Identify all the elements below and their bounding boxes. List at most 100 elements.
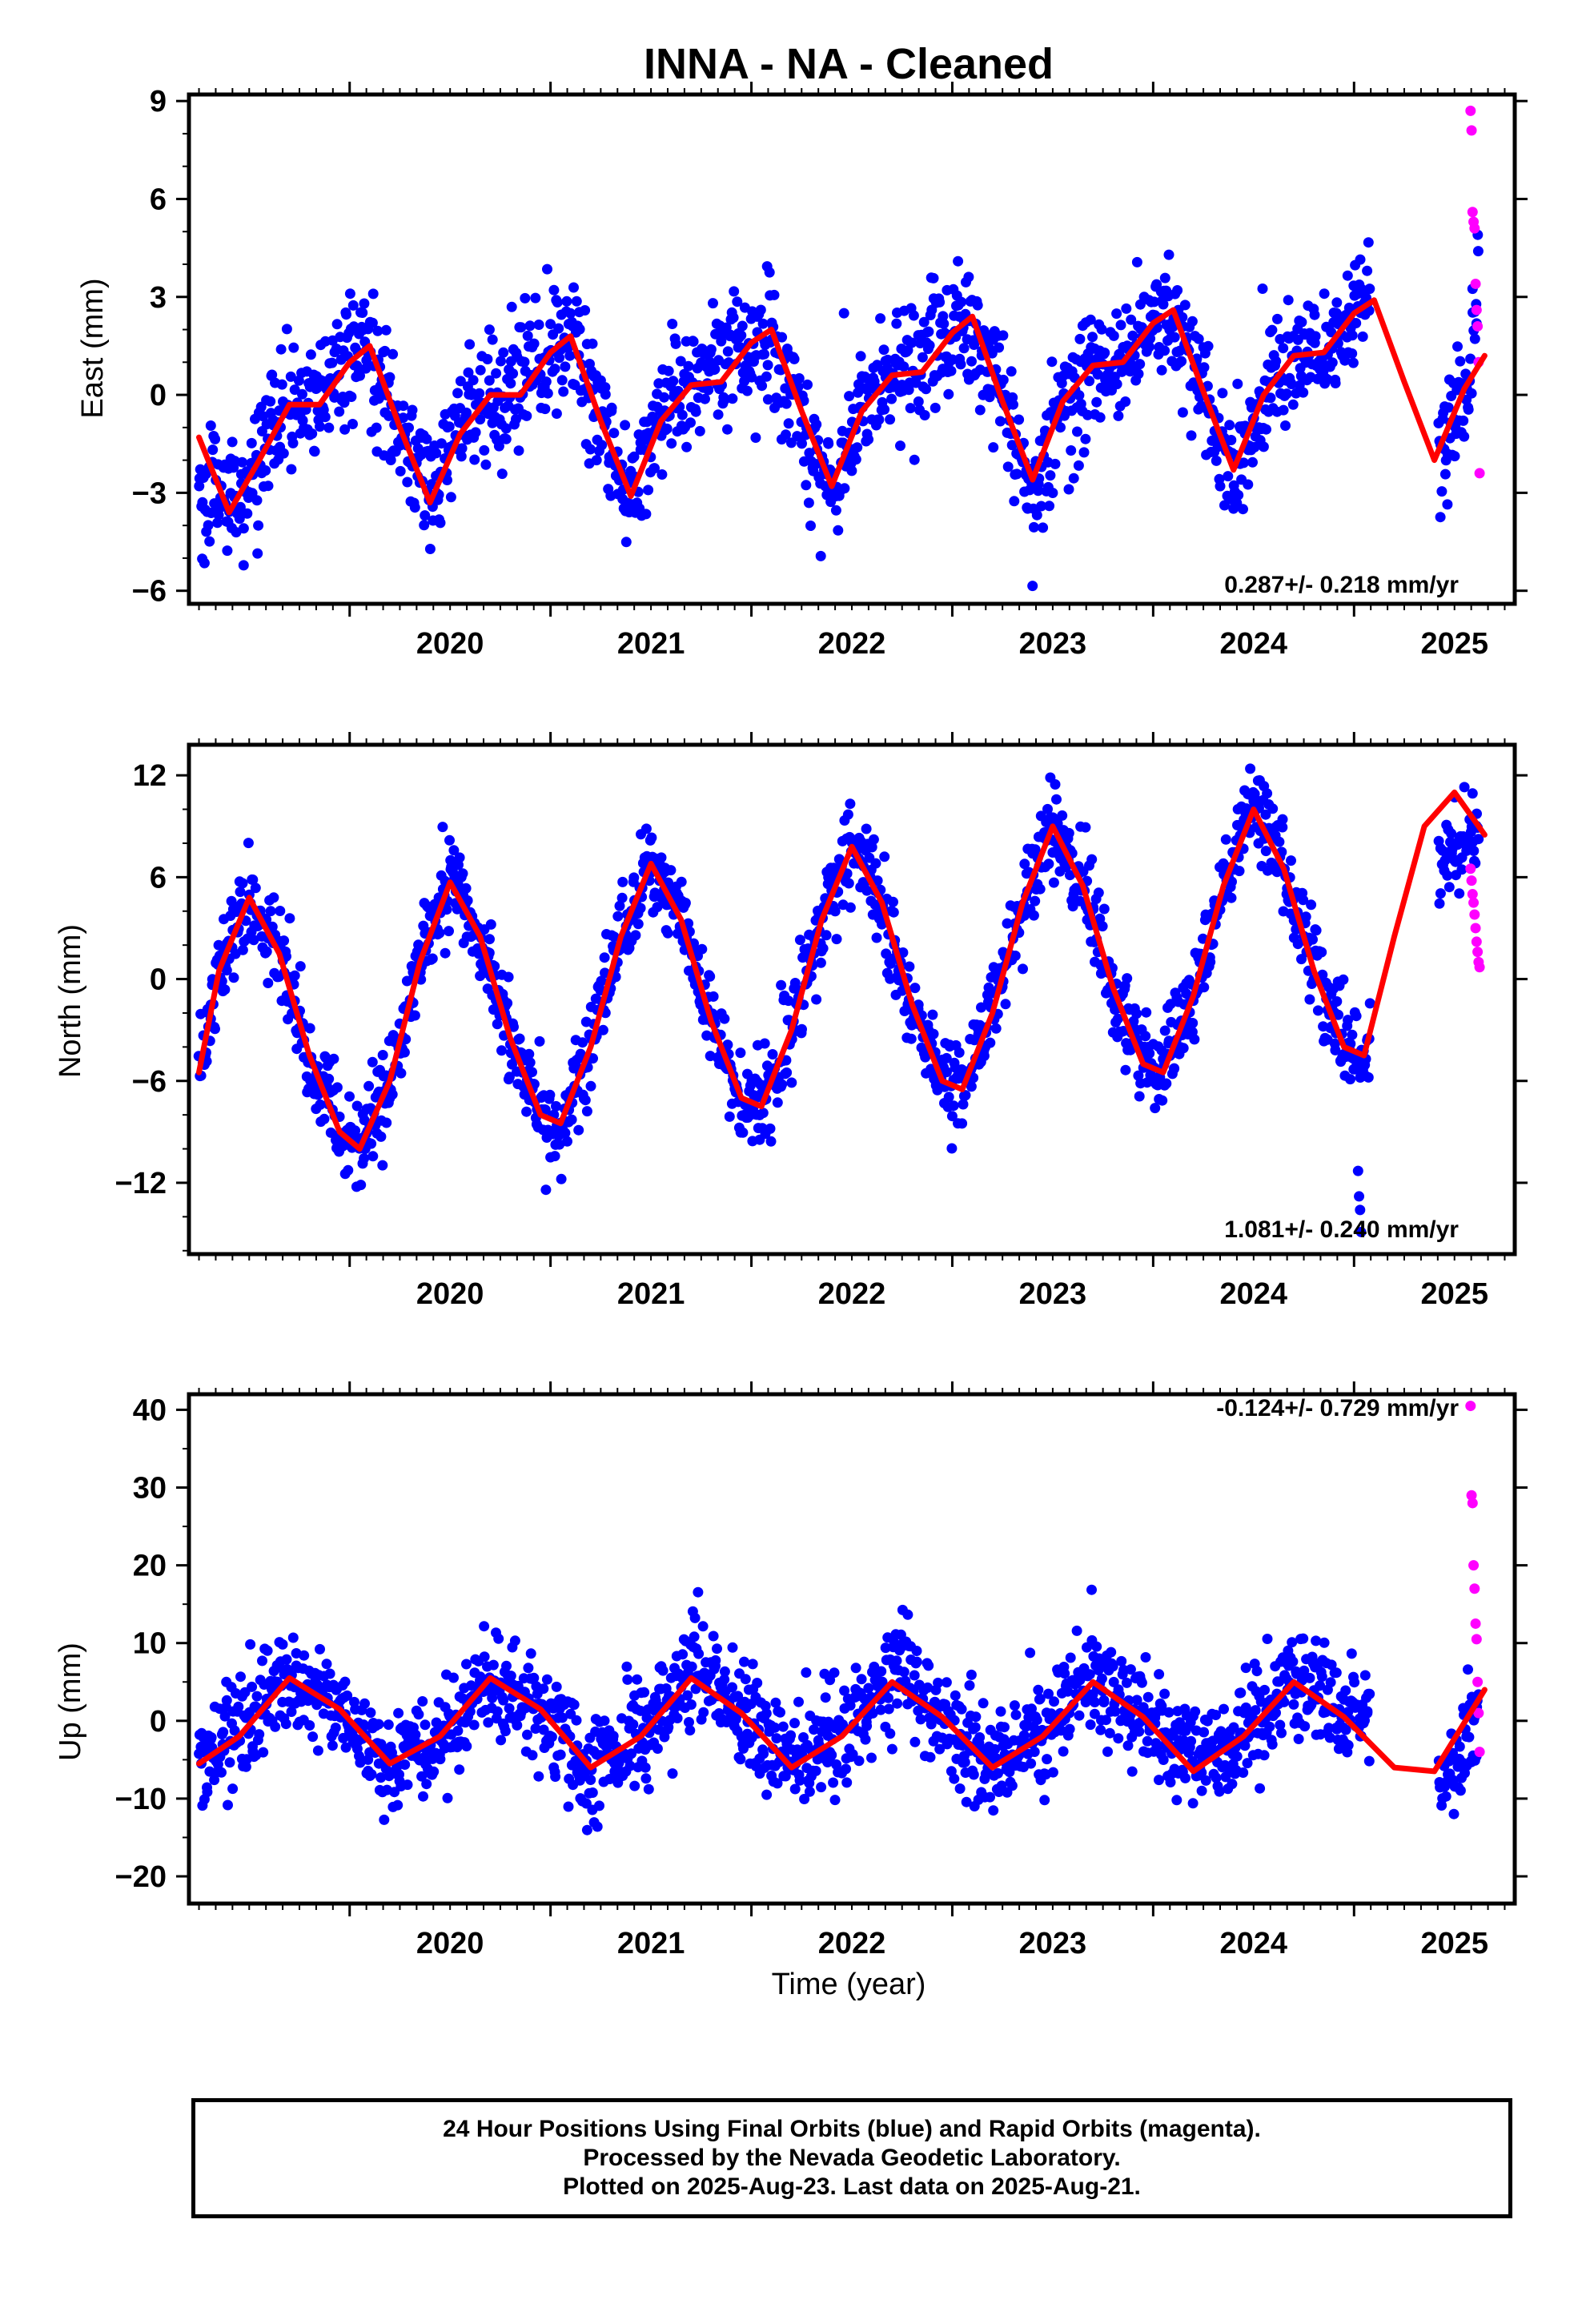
east-final-point xyxy=(762,394,773,405)
east-final-point xyxy=(839,483,850,494)
up-final-point xyxy=(898,1667,909,1678)
north-final-point xyxy=(797,1023,807,1035)
east-final-point xyxy=(263,480,274,492)
up-final-point xyxy=(697,1621,709,1632)
east-final-point xyxy=(1046,356,1058,368)
north-final-point xyxy=(960,1090,971,1101)
up-final-point xyxy=(1047,1767,1058,1778)
up-final-point xyxy=(1227,1779,1238,1790)
up-final-point xyxy=(624,1760,636,1771)
north-final-point xyxy=(1220,834,1231,845)
east-final-point xyxy=(769,289,780,300)
east-final-point xyxy=(404,422,414,433)
east-final-point xyxy=(545,319,556,330)
north-final-point xyxy=(1307,934,1318,945)
north-final-point xyxy=(323,1073,335,1084)
east-final-point xyxy=(385,455,396,465)
east-final-point xyxy=(1243,479,1254,490)
up-final-point xyxy=(999,1722,1010,1733)
east-final-point xyxy=(1278,343,1289,354)
north-final-point xyxy=(444,926,454,937)
north-final-point xyxy=(759,1038,770,1049)
east-final-point xyxy=(1283,295,1294,306)
east-final-point xyxy=(1085,314,1096,325)
north-final-point xyxy=(359,1153,370,1164)
east-final-point xyxy=(1177,407,1188,418)
east-final-point xyxy=(456,451,467,462)
north-final-point xyxy=(888,907,899,918)
east-final-point xyxy=(234,513,245,525)
east-final-point xyxy=(994,416,1006,427)
north-final-point xyxy=(794,935,805,946)
north-rapid-point xyxy=(1474,962,1485,973)
east-final-point xyxy=(395,465,406,476)
east-final-point xyxy=(953,255,964,267)
up-final-point xyxy=(769,1722,781,1733)
north-final-point xyxy=(1456,864,1468,875)
north-final-point xyxy=(665,865,677,876)
east-final-point xyxy=(519,356,530,368)
east-final-point xyxy=(653,378,665,389)
north-xtick-label: 2023 xyxy=(1019,1277,1087,1311)
up-final-point xyxy=(853,1755,865,1767)
north-final-point xyxy=(1312,1005,1323,1016)
north-rapid-point xyxy=(1467,889,1478,900)
north-final-point xyxy=(387,1089,398,1100)
east-ylabel: East (mm) xyxy=(76,278,110,418)
east-final-point xyxy=(334,406,345,417)
east-final-point xyxy=(1326,327,1337,338)
east-final-point xyxy=(380,324,391,336)
up-final-point xyxy=(902,1609,913,1620)
north-xtick-label: 2021 xyxy=(617,1277,685,1311)
north-final-point xyxy=(1112,1013,1123,1024)
east-final-point xyxy=(452,388,464,399)
east-final-point xyxy=(875,313,886,324)
north-final-point xyxy=(319,1113,330,1124)
up-final-point xyxy=(686,1661,697,1672)
east-final-point xyxy=(1310,331,1321,342)
east-final-point xyxy=(1094,412,1106,423)
up-final-point xyxy=(1102,1746,1113,1757)
east-final-point xyxy=(943,388,954,400)
east-final-point xyxy=(830,505,841,516)
east-final-point xyxy=(1050,458,1061,469)
up-final-point xyxy=(342,1690,353,1701)
up-final-point xyxy=(685,1725,696,1736)
north-final-point xyxy=(331,1082,343,1093)
east-final-point xyxy=(516,322,527,333)
east-final-point xyxy=(683,360,694,372)
north-final-point xyxy=(454,852,465,863)
up-final-point xyxy=(708,1630,719,1642)
east-final-point xyxy=(1203,340,1214,352)
north-final-point xyxy=(786,1077,797,1088)
up-final-point xyxy=(500,1726,511,1737)
up-final-point xyxy=(956,1703,967,1715)
up-final-point xyxy=(1106,1647,1117,1658)
east-final-point xyxy=(468,375,479,386)
up-final-point xyxy=(909,1736,921,1747)
north-final-point xyxy=(928,1028,939,1039)
north-final-outlier xyxy=(1355,1226,1367,1237)
north-final-point xyxy=(367,1056,378,1068)
east-ytick-label: −3 xyxy=(132,476,167,510)
east-final-point xyxy=(553,323,564,334)
north-final-point xyxy=(1178,1043,1189,1054)
east-final-point xyxy=(1343,302,1355,313)
east-final-point xyxy=(1047,488,1058,498)
east-final-point xyxy=(1008,399,1018,410)
east-final-point xyxy=(1072,426,1082,437)
up-final-point xyxy=(621,1661,632,1672)
east-final-point xyxy=(759,348,770,360)
north-final-point xyxy=(640,823,652,834)
up-final-point xyxy=(492,1706,503,1717)
north-final-point xyxy=(829,906,841,917)
east-final-point xyxy=(1449,451,1460,462)
east-final-point xyxy=(227,436,238,448)
up-final-point xyxy=(883,1692,893,1703)
north-final-point xyxy=(560,1128,571,1139)
north-final-point xyxy=(1134,1091,1145,1102)
up-final-point xyxy=(533,1771,544,1782)
up-final-point xyxy=(677,1649,689,1660)
east-final-point xyxy=(728,312,739,324)
north-final-point xyxy=(1262,788,1273,799)
